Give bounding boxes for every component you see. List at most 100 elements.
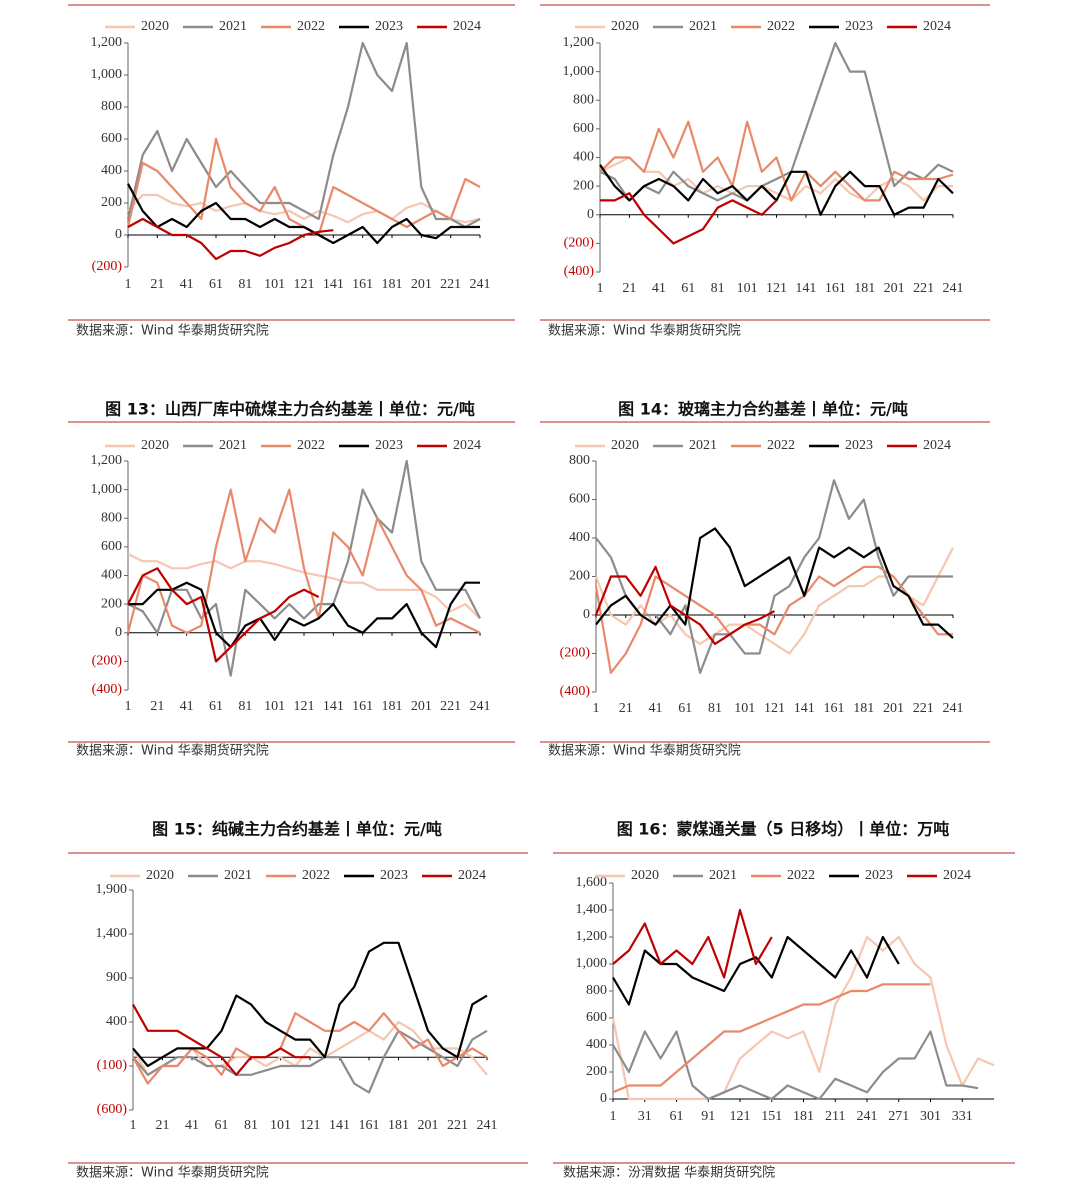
x-tick-label: 141 [323,699,344,714]
legend-label: 2023 [375,438,403,453]
y-tick-label: 0 [115,227,122,242]
y-tick-label: 400 [586,1037,607,1052]
x-tick-label: 121 [730,1109,751,1124]
x-tick-label: 181 [853,701,874,716]
y-tick-label: 0 [600,1091,607,1106]
x-tick-label: 81 [244,1118,258,1133]
legend-label: 2024 [458,868,486,883]
y-tick-label: (200) [92,654,123,669]
y-tick-label: 800 [573,92,594,107]
y-tick-label: 0 [587,207,594,222]
y-tick-label: 900 [106,970,127,985]
x-tick-label: 81 [238,277,252,292]
legend-label: 2023 [380,868,408,883]
x-tick-label: 201 [411,277,432,292]
series-line [132,941,488,1068]
legend-label: 2021 [219,438,247,453]
x-tick-label: 121 [294,699,315,714]
legend-label: 2020 [611,19,639,34]
x-tick-label: 221 [440,699,461,714]
series-line [595,479,953,674]
x-tick-label: 1 [125,699,132,714]
x-tick-label: 301 [920,1109,941,1124]
y-tick-label: 800 [586,983,607,998]
source-note: 数据来源：Wind 华泰期货研究院 [548,743,741,759]
x-tick-label: 1 [610,1109,617,1124]
y-tick-label: 600 [101,131,122,146]
y-tick-label: 1,200 [91,453,123,468]
x-tick-label: 181 [793,1109,814,1124]
y-tick-label: 1,900 [96,882,128,897]
y-tick-label: 600 [586,1010,607,1025]
x-tick-label: 121 [764,701,785,716]
x-tick-label: 181 [388,1118,409,1133]
x-tick-label: 1 [593,701,600,716]
x-tick-label: 161 [352,699,373,714]
legend-label: 2022 [767,438,795,453]
x-tick-label: 21 [156,1118,170,1133]
x-tick-label: 101 [264,699,285,714]
y-tick-label: 1,200 [576,929,608,944]
y-tick-label: 400 [573,150,594,165]
y-tick-label: 600 [101,539,122,554]
series-line [611,935,995,1101]
y-tick-label: 200 [569,569,590,584]
series-line [612,908,773,979]
y-tick-label: 1,000 [91,482,123,497]
x-tick-label: 1 [130,1118,137,1133]
x-tick-label: 241 [943,281,964,296]
x-tick-label: 241 [857,1109,878,1124]
x-tick-label: 41 [652,281,666,296]
chart-title: 图 15：纯碱主力合约基差丨单位：元/吨 [152,820,442,839]
source-note: 数据来源：Wind 华泰期货研究院 [76,323,269,339]
x-tick-label: 201 [418,1118,439,1133]
x-tick-label: 241 [470,277,491,292]
x-tick-label: 201 [884,281,905,296]
x-tick-label: 141 [323,277,344,292]
y-tick-label: (200) [92,259,123,274]
x-tick-label: 61 [209,277,223,292]
series-line [126,41,481,229]
x-tick-label: 21 [150,277,164,292]
legend-label: 2022 [297,438,325,453]
y-tick-label: 400 [569,530,590,545]
x-tick-label: 201 [883,701,904,716]
y-tick-label: 400 [101,163,122,178]
series-line [600,192,778,245]
series-line [594,565,953,674]
y-tick-label: 0 [115,625,122,640]
series-line [612,1030,979,1101]
y-tick-label: 1,400 [96,926,128,941]
legend-label: 2023 [845,438,873,453]
x-tick-label: 181 [854,281,875,296]
series-line [599,41,954,202]
series-line [127,459,481,677]
x-tick-label: 241 [477,1118,498,1133]
legend-label: 2022 [767,19,795,34]
chart-title: 图 14：玻璃主力合约基差丨单位：元/吨 [618,400,908,419]
x-tick-label: 101 [270,1118,291,1133]
legend-label: 2022 [787,868,815,883]
x-tick-label: 241 [470,699,491,714]
chart-title: 图 13：山西厂库中硫煤主力合约基差丨单位：元/吨 [105,400,475,419]
x-tick-label: 181 [382,277,403,292]
x-tick-label: 61 [681,281,695,296]
y-tick-label: 1,600 [576,875,608,890]
y-tick-label: 1,200 [563,35,595,50]
series-line [594,547,954,655]
series-line [594,565,776,645]
series-line [127,217,334,261]
x-tick-label: 161 [359,1118,380,1133]
x-tick-label: 81 [238,699,252,714]
y-tick-label: 200 [586,1064,607,1079]
legend-label: 2020 [146,868,174,883]
source-note: 数据来源：Wind 华泰期货研究院 [76,743,269,759]
x-tick-label: 141 [794,701,815,716]
x-tick-label: 121 [300,1118,321,1133]
legend-label: 2021 [689,438,717,453]
legend-label: 2021 [689,19,717,34]
y-tick-label: 1,000 [91,67,123,82]
x-tick-label: 61 [670,1109,684,1124]
x-tick-label: 221 [913,281,934,296]
